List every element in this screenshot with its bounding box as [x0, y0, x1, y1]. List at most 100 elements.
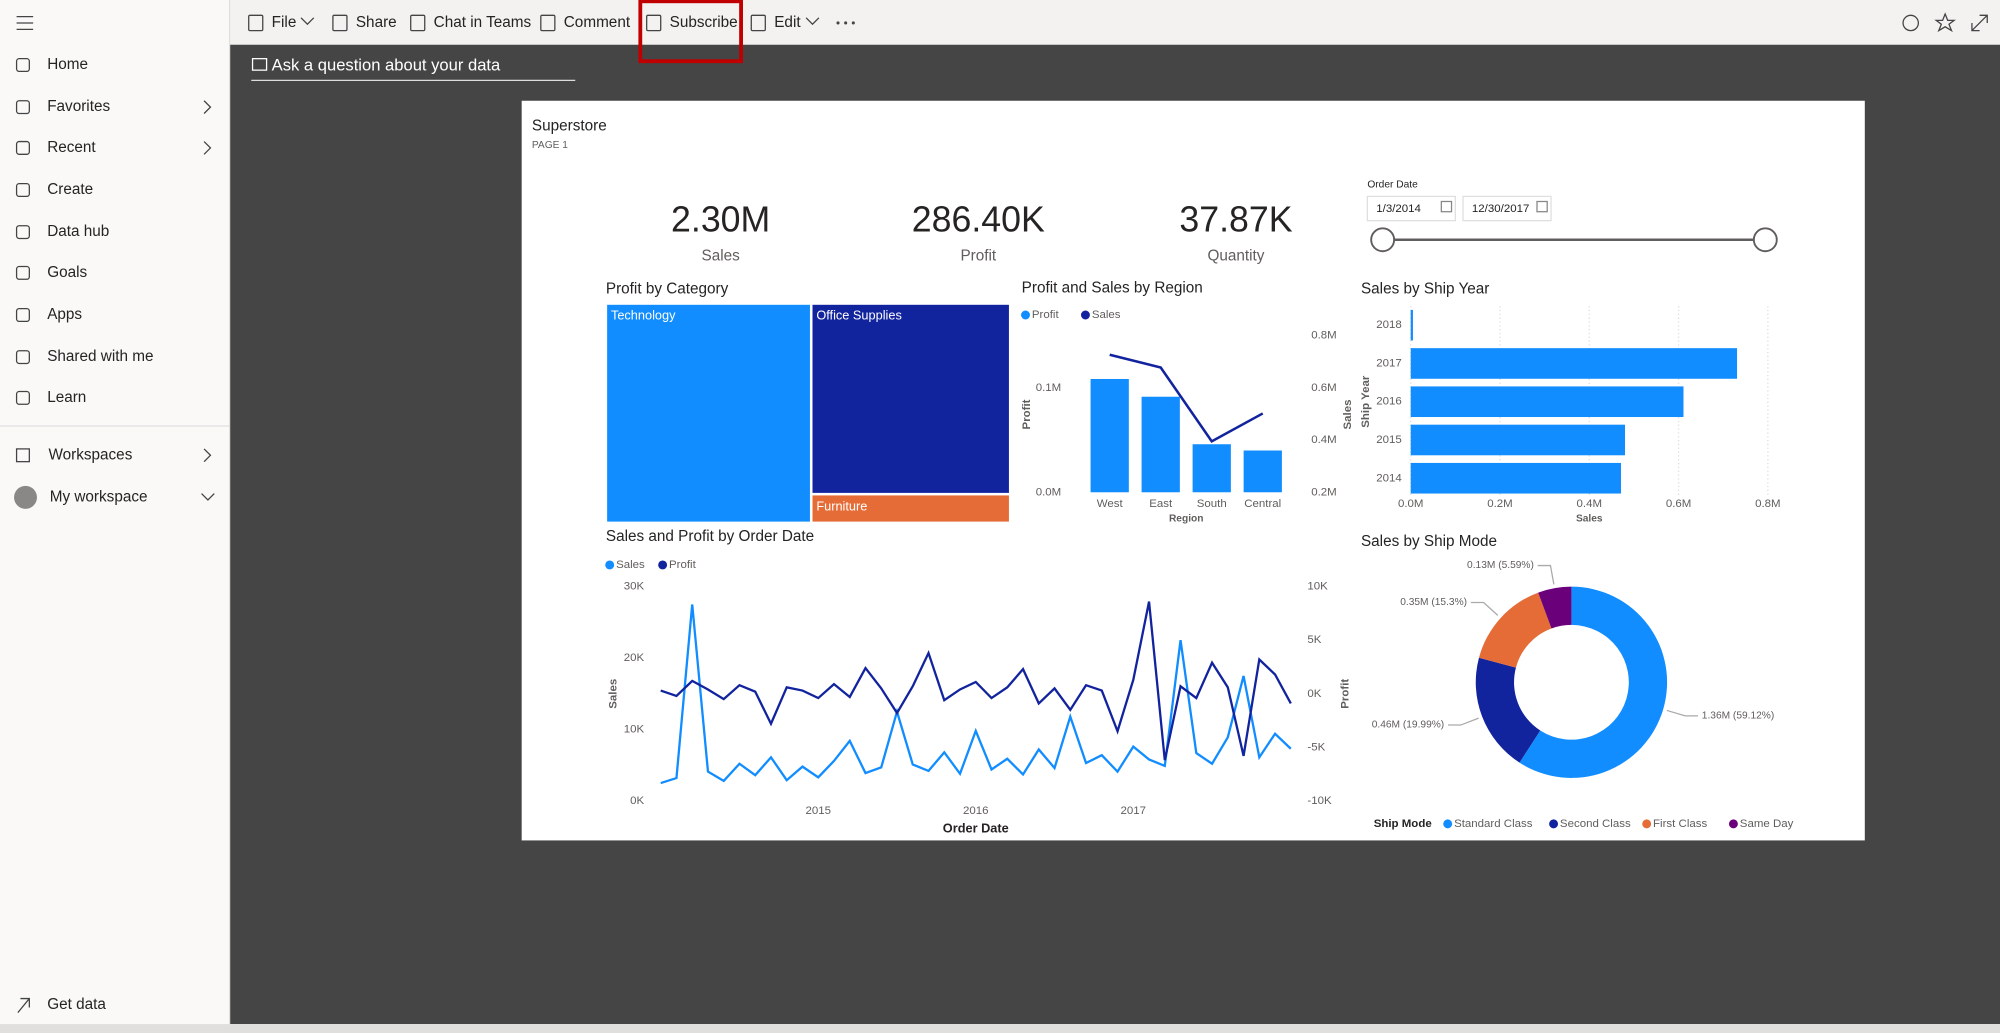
- legend-marker: [1443, 819, 1453, 829]
- page-label: PAGE 1: [532, 140, 568, 151]
- data-label: 1.36M (59.12%): [1702, 711, 1774, 722]
- x-tick-label: 0.6M: [1666, 498, 1692, 510]
- nav-item[interactable]: Learn: [47, 389, 86, 406]
- nav-item[interactable]: Create: [47, 181, 93, 198]
- nav-item[interactable]: Data hub: [47, 223, 109, 240]
- nav-icon: [15, 307, 30, 323]
- refresh-icon[interactable]: [1902, 14, 1920, 32]
- chart-title: Profit and Sales by Region: [1022, 279, 1203, 296]
- toolbar-icon: [332, 14, 348, 32]
- y-tick-label: 10K: [624, 724, 645, 736]
- toolbar-button[interactable]: Chat in Teams: [434, 14, 532, 31]
- tile-label: Furniture: [816, 498, 867, 513]
- nav-item[interactable]: Home: [47, 56, 88, 73]
- nav-icon: [15, 448, 30, 463]
- y2-tick-label: 5K: [1307, 634, 1321, 646]
- y-tick-label: 2018: [1376, 319, 1402, 331]
- nav-icon: [15, 183, 30, 198]
- toolbar-icon: [750, 14, 766, 32]
- report-title: Superstore: [532, 117, 607, 134]
- chart-title: Sales and Profit by Order Date: [606, 528, 814, 545]
- toolbar-button[interactable]: File: [272, 14, 297, 31]
- y-tick-label: 0.0M: [1036, 486, 1062, 498]
- toolbar-button[interactable]: Subscribe: [670, 14, 738, 31]
- axis-title: Ship Year: [1360, 375, 1372, 428]
- toolbar-icon: [410, 14, 426, 32]
- get-data-icon: [17, 997, 30, 1013]
- y-tick-label: 30K: [624, 581, 645, 593]
- data-label: 0.35M (15.3%): [1400, 597, 1467, 608]
- donut-segment: [1475, 657, 1541, 763]
- legend-label: First Class: [1653, 818, 1707, 830]
- legend-marker: [1642, 819, 1652, 829]
- chart-title: Sales by Ship Year: [1361, 281, 1489, 298]
- toolbar-button[interactable]: Comment: [564, 14, 631, 31]
- legend-label: Second Class: [1560, 818, 1631, 830]
- toolbar-icon: [248, 14, 264, 32]
- legend-label: Standard Class: [1454, 818, 1533, 830]
- x-tick-label: South: [1197, 498, 1227, 510]
- nav-item[interactable]: Shared with me: [47, 348, 153, 365]
- qna-icon: [251, 58, 268, 71]
- line: [660, 601, 1292, 761]
- x-tick-label: 2017: [1121, 805, 1147, 817]
- fullscreen-icon[interactable]: [1971, 14, 1988, 32]
- kpi-value: 286.40K: [912, 199, 1045, 239]
- legend-label: Same Day: [1740, 818, 1794, 830]
- data-label: 0.46M (19.99%): [1372, 720, 1444, 731]
- nav-item[interactable]: My workspace: [50, 488, 148, 505]
- leader-line: [1470, 601, 1499, 616]
- bottom-strip: [0, 1024, 2000, 1033]
- kpi-value: 2.30M: [671, 199, 770, 239]
- x-tick-label: 2015: [805, 805, 831, 817]
- more-dot: [851, 21, 855, 25]
- menu-button[interactable]: [16, 15, 34, 30]
- y2-tick-label: 10K: [1307, 581, 1328, 593]
- donut-segment: [1538, 586, 1572, 629]
- axis-title: Order Date: [943, 820, 1009, 835]
- date-input[interactable]: 1/3/2014: [1376, 203, 1421, 215]
- chevron: [203, 100, 212, 114]
- chevron: [203, 448, 212, 463]
- bar: [1410, 386, 1684, 418]
- x-tick-label: 0.4M: [1577, 498, 1603, 510]
- more-dot: [844, 21, 848, 25]
- date-input[interactable]: 12/30/2017: [1472, 203, 1529, 215]
- nav-icon: [15, 265, 30, 280]
- toolbar-icon: [646, 14, 662, 32]
- line: [1109, 353, 1264, 444]
- nav-item[interactable]: Apps: [47, 306, 82, 323]
- treemap-tile: [812, 495, 1009, 522]
- kpi-value: 37.87K: [1179, 199, 1292, 239]
- toolbar-button[interactable]: Edit: [774, 14, 801, 31]
- x-tick-label: 2016: [963, 805, 989, 817]
- nav-icon: [15, 140, 30, 155]
- y-tick-label: 2015: [1376, 434, 1402, 446]
- leader-line: [1537, 564, 1555, 585]
- slicer-title: Order Date: [1367, 180, 1418, 191]
- nav-item[interactable]: Workspaces: [48, 446, 132, 463]
- calendar-icon: [1536, 200, 1548, 213]
- donut-segment: [1478, 592, 1552, 668]
- nav-icon: [15, 390, 30, 405]
- tile-label: Office Supplies: [816, 308, 902, 323]
- nav-icon: [15, 225, 30, 240]
- qna-input[interactable]: Ask a question about your data: [272, 56, 501, 75]
- slider-handle[interactable]: [1370, 227, 1396, 253]
- legend-label: Sales: [616, 559, 645, 571]
- chevron: [201, 493, 215, 501]
- nav-item[interactable]: Goals: [47, 264, 87, 281]
- nav-icon: [15, 100, 30, 115]
- toolbar-button[interactable]: Share: [356, 14, 397, 31]
- nav-icon: [15, 350, 30, 365]
- nav-item[interactable]: Get data: [47, 996, 106, 1013]
- nav-item[interactable]: Recent: [47, 139, 96, 156]
- legend-marker: [1728, 819, 1738, 829]
- tile-label: Technology: [611, 308, 676, 323]
- slider-handle[interactable]: [1752, 227, 1778, 253]
- y2-tick-label: 0.8M: [1311, 330, 1337, 342]
- favorite-icon[interactable]: [1934, 12, 1956, 33]
- nav-item[interactable]: Favorites: [47, 98, 110, 115]
- axis-title: Sales: [1342, 399, 1354, 429]
